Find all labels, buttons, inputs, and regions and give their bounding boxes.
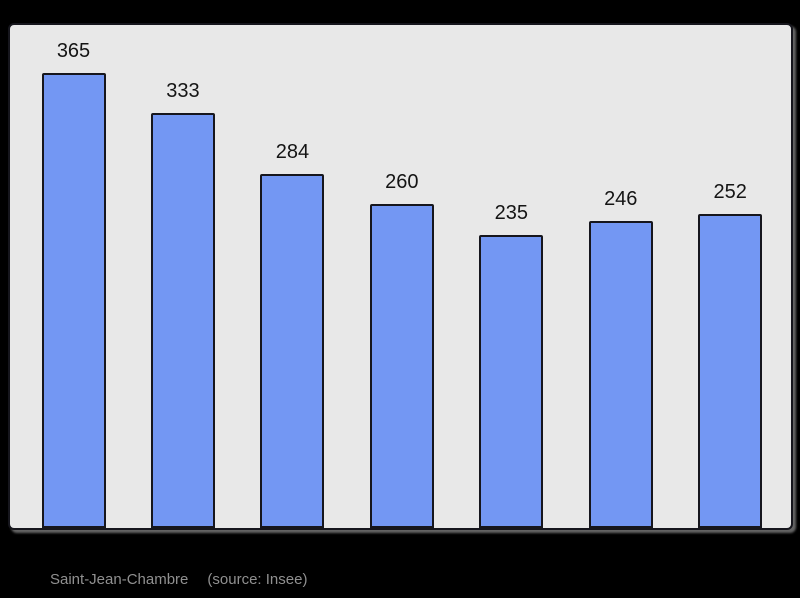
- bar-column: 365: [41, 25, 106, 528]
- bar: [260, 174, 325, 528]
- bar-value-label: 284: [275, 141, 310, 163]
- bar-value-label: 246: [604, 188, 638, 210]
- bar-value-label: 235: [494, 202, 528, 224]
- bar: [150, 113, 215, 528]
- chart-panel: 365 333 284 260 235 246 252: [8, 23, 793, 530]
- bar-column: 235: [479, 25, 544, 528]
- bar-column: 333: [150, 25, 215, 528]
- caption-commune-name: Saint-Jean-Chambre: [50, 571, 189, 588]
- bar-value-label: 260: [385, 171, 419, 193]
- bar-value-label: 333: [166, 80, 200, 102]
- bar-value-label: 365: [56, 40, 91, 62]
- caption: Saint-Jean-Chambre (source: Insee): [50, 570, 307, 590]
- bar: [479, 235, 544, 528]
- bar-value-label: 252: [713, 181, 747, 203]
- bar: [369, 204, 434, 528]
- bar-column: 260: [369, 25, 434, 528]
- bar: [588, 221, 653, 528]
- bar-column: 284: [260, 25, 325, 528]
- bar-column: 246: [588, 25, 653, 528]
- caption-source: (source: Insee): [207, 571, 308, 588]
- plot-area: 365 333 284 260 235 246 252: [10, 25, 791, 528]
- bar: [41, 73, 106, 528]
- bar-column: 252: [698, 25, 763, 528]
- bar: [698, 214, 763, 528]
